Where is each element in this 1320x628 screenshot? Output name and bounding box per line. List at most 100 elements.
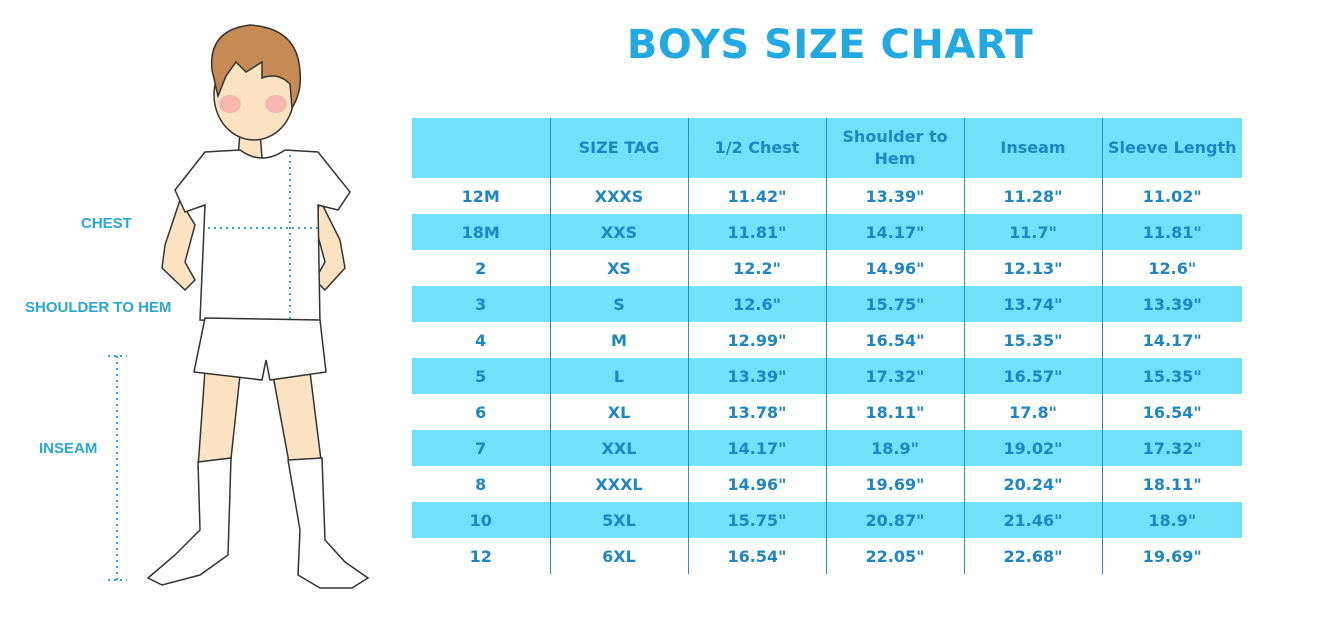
- table-row: 4 M 12.99" 16.54" 15.35" 14.17": [412, 322, 1242, 358]
- cell-size-tag: 5XL: [549, 502, 688, 538]
- cell-inseam: 13.74": [963, 286, 1102, 322]
- cell-shoulder-to-hem: 13.39": [825, 178, 964, 214]
- cell-shoulder-to-hem: 20.87": [825, 502, 964, 538]
- table-row: 6 XL 13.78" 18.11" 17.8" 16.54": [412, 394, 1242, 430]
- cell-shoulder-to-hem: 17.32": [825, 358, 964, 394]
- cell-half-chest: 15.75": [687, 502, 826, 538]
- cell-sleeve-length: 15.35": [1101, 358, 1242, 394]
- table-row: 12M XXXS 11.42" 13.39" 11.28" 11.02": [412, 178, 1242, 214]
- cell-size-tag: M: [549, 322, 688, 358]
- cell-age: 8: [412, 466, 550, 502]
- cell-half-chest: 12.2": [687, 250, 826, 286]
- cell-inseam: 12.13": [963, 250, 1102, 286]
- boy-figure-svg: [108, 24, 370, 589]
- cell-shoulder-to-hem: 14.17": [825, 214, 964, 250]
- cell-age: 5: [412, 358, 550, 394]
- header-shoulder-to-hem: Shoulder to Hem: [825, 118, 964, 178]
- cell-sleeve-length: 13.39": [1101, 286, 1242, 322]
- cell-shoulder-to-hem: 19.69": [825, 466, 964, 502]
- cell-half-chest: 13.39": [687, 358, 826, 394]
- cell-half-chest: 11.42": [687, 178, 826, 214]
- table-row: 10 5XL 15.75" 20.87" 21.46" 18.9": [412, 502, 1242, 538]
- cell-size-tag: XS: [549, 250, 688, 286]
- cell-sleeve-length: 18.11": [1101, 466, 1242, 502]
- cell-sleeve-length: 14.17": [1101, 322, 1242, 358]
- cell-age: 4: [412, 322, 550, 358]
- left-leg: [197, 369, 241, 469]
- cell-inseam: 20.24": [963, 466, 1102, 502]
- cell-size-tag: XXXL: [549, 466, 688, 502]
- cell-sleeve-length: 16.54": [1101, 394, 1242, 430]
- cell-half-chest: 12.99": [687, 322, 826, 358]
- right-cheek: [265, 95, 287, 113]
- left-sock: [146, 457, 232, 586]
- right-sock: [287, 457, 370, 589]
- chest-label: CHEST: [81, 215, 132, 232]
- table-row: 12 6XL 16.54" 22.05" 22.68" 19.69": [412, 538, 1242, 574]
- cell-age: 3: [412, 286, 550, 322]
- cell-sleeve-length: 19.69": [1101, 538, 1242, 574]
- cell-size-tag: XXS: [549, 214, 688, 250]
- cell-inseam: 16.57": [963, 358, 1102, 394]
- header-age: [412, 118, 550, 178]
- size-chart-table: SIZE TAG 1/2 Chest Shoulder to Hem Insea…: [412, 118, 1242, 574]
- table-row: 7 XXL 14.17" 18.9" 19.02" 17.32": [412, 430, 1242, 466]
- cell-inseam: 15.35": [963, 322, 1102, 358]
- cell-age: 12: [412, 538, 550, 574]
- cell-sleeve-length: 11.81": [1101, 214, 1242, 250]
- header-size-tag: SIZE TAG: [549, 118, 688, 178]
- table-header-row: SIZE TAG 1/2 Chest Shoulder to Hem Insea…: [412, 118, 1242, 178]
- header-inseam: Inseam: [963, 118, 1102, 178]
- header-sleeve-length: Sleeve Length: [1101, 118, 1242, 178]
- cell-age: 12M: [412, 178, 550, 214]
- table-row: 3 S 12.6" 15.75" 13.74" 13.39": [412, 286, 1242, 322]
- cell-age: 10: [412, 502, 550, 538]
- cell-shoulder-to-hem: 16.54": [825, 322, 964, 358]
- cell-half-chest: 12.6": [687, 286, 826, 322]
- left-cheek: [219, 95, 241, 113]
- table-body: 12M XXXS 11.42" 13.39" 11.28" 11.02" 18M XXS 11.…: [412, 178, 1242, 574]
- cell-age: 7: [412, 430, 550, 466]
- cell-shoulder-to-hem: 18.11": [825, 394, 964, 430]
- cell-shoulder-to-hem: 14.96": [825, 250, 964, 286]
- left-arm: [161, 198, 196, 292]
- cell-age: 18M: [412, 214, 550, 250]
- hair: [210, 24, 302, 111]
- right-leg: [271, 369, 323, 469]
- cell-size-tag: XXXS: [549, 178, 688, 214]
- cell-sleeve-length: 18.9": [1101, 502, 1242, 538]
- cell-size-tag: XL: [549, 394, 688, 430]
- cell-size-tag: XXL: [549, 430, 688, 466]
- shirt: [174, 149, 351, 325]
- cell-age: 2: [412, 250, 550, 286]
- cell-half-chest: 16.54": [687, 538, 826, 574]
- inseam-label: INSEAM: [39, 440, 98, 457]
- cell-inseam: 22.68": [963, 538, 1102, 574]
- shorts: [193, 317, 327, 381]
- cell-half-chest: 13.78": [687, 394, 826, 430]
- cell-inseam: 21.46": [963, 502, 1102, 538]
- cell-inseam: 11.7": [963, 214, 1102, 250]
- cell-size-tag: 6XL: [549, 538, 688, 574]
- cell-age: 6: [412, 394, 550, 430]
- page-title: BOYS SIZE CHART: [626, 22, 1034, 68]
- shoulder-to-hem-label: SHOULDER TO HEM: [25, 299, 172, 316]
- cell-half-chest: 14.17": [687, 430, 826, 466]
- cell-inseam: 11.28": [963, 178, 1102, 214]
- cell-size-tag: S: [549, 286, 688, 322]
- header-half-chest: 1/2 Chest: [687, 118, 826, 178]
- table-row: 2 XS 12.2" 14.96" 12.13" 12.6": [412, 250, 1242, 286]
- table-row: 8 XXXL 14.96" 19.69" 20.24" 18.11": [412, 466, 1242, 502]
- cell-shoulder-to-hem: 18.9": [825, 430, 964, 466]
- cell-sleeve-length: 12.6": [1101, 250, 1242, 286]
- cell-inseam: 17.8": [963, 394, 1102, 430]
- cell-sleeve-length: 11.02": [1101, 178, 1242, 214]
- table-row: 18M XXS 11.81" 14.17" 11.7" 11.81": [412, 214, 1242, 250]
- cell-sleeve-length: 17.32": [1101, 430, 1242, 466]
- cell-shoulder-to-hem: 22.05": [825, 538, 964, 574]
- table-row: 5 L 13.39" 17.32" 16.57" 15.35": [412, 358, 1242, 394]
- cell-size-tag: L: [549, 358, 688, 394]
- cell-half-chest: 11.81": [687, 214, 826, 250]
- cell-half-chest: 14.96": [687, 466, 826, 502]
- cell-inseam: 19.02": [963, 430, 1102, 466]
